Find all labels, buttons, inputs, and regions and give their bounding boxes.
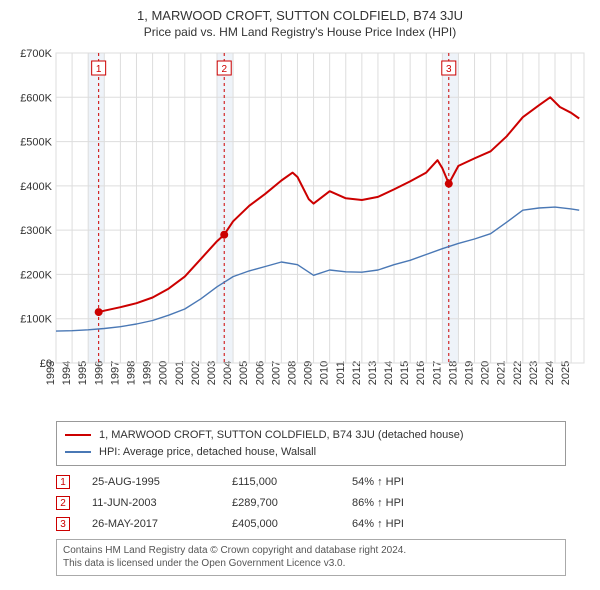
- svg-text:2015: 2015: [399, 361, 411, 385]
- chart-svg: £0£100K£200K£300K£400K£500K£600K£700K199…: [10, 45, 590, 415]
- svg-text:2019: 2019: [464, 361, 476, 385]
- legend-label-property: 1, MARWOOD CROFT, SUTTON COLDFIELD, B74 …: [99, 427, 464, 444]
- chart-title: 1, MARWOOD CROFT, SUTTON COLDFIELD, B74 …: [10, 8, 590, 23]
- sale-date: 25-AUG-1995: [92, 472, 232, 493]
- svg-text:2020: 2020: [480, 361, 492, 385]
- sale-price: £289,700: [232, 493, 352, 514]
- legend-label-hpi: HPI: Average price, detached house, Wals…: [99, 444, 316, 461]
- sales-row: 2 11-JUN-2003£289,70086% ↑ HPI: [56, 493, 590, 514]
- svg-text:2001: 2001: [174, 361, 186, 385]
- sale-date: 11-JUN-2003: [92, 493, 232, 514]
- svg-text:2009: 2009: [303, 361, 315, 385]
- svg-text:2008: 2008: [286, 361, 298, 385]
- svg-text:2018: 2018: [447, 361, 459, 385]
- sales-row: 3 26-MAY-2017£405,00064% ↑ HPI: [56, 514, 590, 535]
- svg-text:£600K: £600K: [20, 92, 52, 104]
- sale-pct-vs-hpi: 64% ↑ HPI: [352, 514, 482, 535]
- svg-text:1: 1: [96, 64, 102, 75]
- svg-text:2021: 2021: [496, 361, 508, 385]
- svg-text:£500K: £500K: [20, 137, 52, 149]
- svg-text:£700K: £700K: [20, 48, 52, 60]
- svg-text:2: 2: [221, 64, 227, 75]
- svg-text:2005: 2005: [238, 361, 250, 385]
- svg-text:1997: 1997: [109, 361, 121, 385]
- chart-plot-area: £0£100K£200K£300K£400K£500K£600K£700K199…: [10, 45, 590, 415]
- svg-text:2014: 2014: [383, 361, 395, 385]
- svg-text:1995: 1995: [77, 361, 89, 385]
- svg-text:2013: 2013: [367, 361, 379, 385]
- svg-text:1996: 1996: [93, 361, 105, 385]
- sale-price: £405,000: [232, 514, 352, 535]
- sales-row: 1 25-AUG-1995£115,00054% ↑ HPI: [56, 472, 590, 493]
- svg-text:2023: 2023: [528, 361, 540, 385]
- svg-text:2025: 2025: [560, 361, 572, 385]
- svg-text:2016: 2016: [415, 361, 427, 385]
- svg-text:1999: 1999: [142, 361, 154, 385]
- legend-swatch-property: [65, 434, 91, 436]
- legend-swatch-hpi: [65, 451, 91, 453]
- sale-date: 26-MAY-2017: [92, 514, 232, 535]
- svg-text:2007: 2007: [270, 361, 282, 385]
- svg-text:3: 3: [446, 64, 452, 75]
- sale-pct-vs-hpi: 54% ↑ HPI: [352, 472, 482, 493]
- svg-text:2012: 2012: [351, 361, 363, 385]
- sale-marker-icon: 1: [56, 475, 70, 489]
- sale-price: £115,000: [232, 472, 352, 493]
- svg-text:2002: 2002: [190, 361, 202, 385]
- sale-marker-icon: 2: [56, 496, 70, 510]
- chart-container: 1, MARWOOD CROFT, SUTTON COLDFIELD, B74 …: [0, 0, 600, 582]
- svg-text:£100K: £100K: [20, 314, 52, 326]
- sale-marker-icon: 3: [56, 517, 70, 531]
- legend: 1, MARWOOD CROFT, SUTTON COLDFIELD, B74 …: [56, 421, 566, 466]
- svg-text:2003: 2003: [206, 361, 218, 385]
- svg-text:2022: 2022: [512, 361, 524, 385]
- legend-row-property: 1, MARWOOD CROFT, SUTTON COLDFIELD, B74 …: [65, 427, 557, 444]
- svg-text:£200K: £200K: [20, 269, 52, 281]
- svg-text:2024: 2024: [544, 361, 556, 385]
- chart-subtitle: Price paid vs. HM Land Registry's House …: [10, 25, 590, 39]
- svg-text:1993: 1993: [45, 361, 57, 385]
- footnote: Contains HM Land Registry data © Crown c…: [56, 539, 566, 576]
- svg-text:1994: 1994: [61, 361, 73, 385]
- svg-text:2017: 2017: [431, 361, 443, 385]
- footnote-line2: This data is licensed under the Open Gov…: [63, 557, 559, 571]
- svg-text:2011: 2011: [335, 361, 347, 385]
- svg-text:2004: 2004: [222, 361, 234, 385]
- svg-text:1998: 1998: [125, 361, 137, 385]
- svg-text:2006: 2006: [254, 361, 266, 385]
- svg-text:2010: 2010: [319, 361, 331, 385]
- sale-pct-vs-hpi: 86% ↑ HPI: [352, 493, 482, 514]
- svg-text:£300K: £300K: [20, 225, 52, 237]
- svg-text:£400K: £400K: [20, 181, 52, 193]
- legend-row-hpi: HPI: Average price, detached house, Wals…: [65, 444, 557, 461]
- footnote-line1: Contains HM Land Registry data © Crown c…: [63, 544, 559, 558]
- svg-text:2000: 2000: [158, 361, 170, 385]
- sales-table: 1 25-AUG-1995£115,00054% ↑ HPI 2 11-JUN-200…: [56, 472, 590, 535]
